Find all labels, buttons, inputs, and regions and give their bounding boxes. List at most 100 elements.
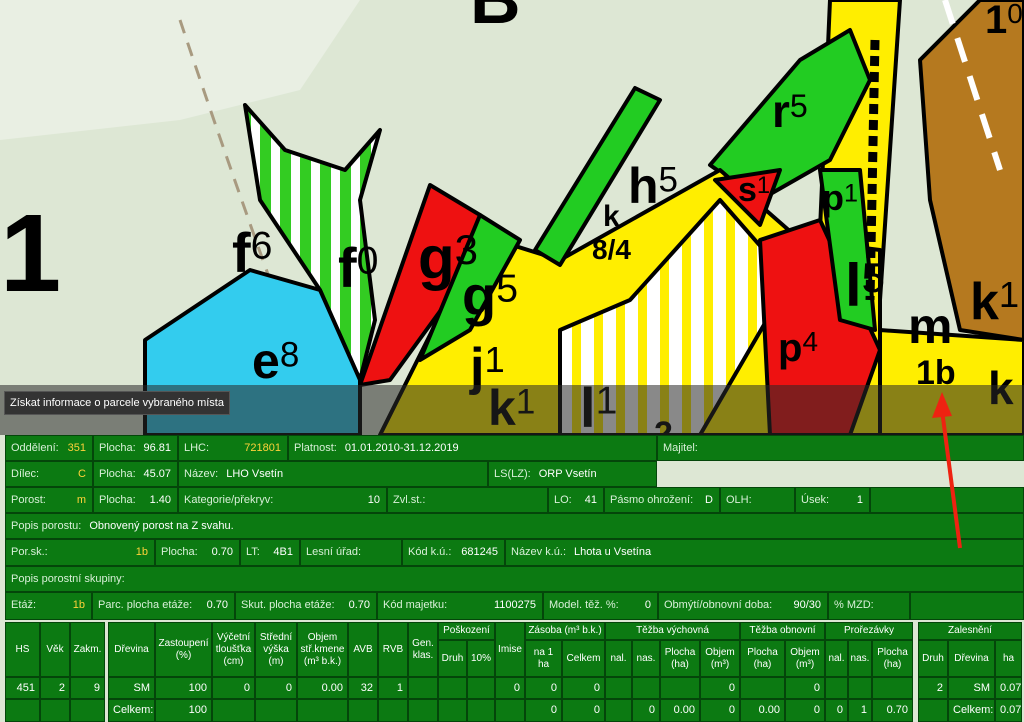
column-header: Zastoupení (%) bbox=[155, 622, 212, 677]
field-value: 1 bbox=[856, 494, 863, 506]
label-letter: k bbox=[970, 273, 999, 331]
form-field: Lesní úřad: bbox=[300, 539, 402, 566]
label-number: 5 bbox=[862, 254, 885, 301]
form-field: Plocha: 45.07 bbox=[93, 461, 178, 487]
field-value: 01.01.2010-31.12.2019 bbox=[344, 442, 459, 454]
info-button[interactable]: Získat informace o parcele vybraného mís… bbox=[4, 391, 230, 415]
column-group-header: Poškození bbox=[438, 622, 495, 640]
field-value: 351 bbox=[67, 442, 86, 454]
column-header: na 1 ha bbox=[525, 640, 562, 677]
table-cell: 0 bbox=[700, 699, 740, 722]
field-value: 1100275 bbox=[493, 599, 536, 611]
table-cell: 1 bbox=[848, 699, 872, 722]
table-cell: 100 bbox=[155, 699, 212, 722]
field-label: Porost: bbox=[11, 494, 46, 506]
label-letter: f bbox=[338, 236, 357, 299]
column-header: Plocha (ha) bbox=[740, 640, 785, 677]
field-value: 90/30 bbox=[793, 599, 821, 611]
field-label: LS(LZ): bbox=[494, 468, 531, 480]
field-label: Zvl.st.: bbox=[393, 494, 426, 506]
form-field: Por.sk.: 1b bbox=[5, 539, 155, 566]
map-label: j1 bbox=[469, 338, 505, 396]
table-cell: 100 bbox=[155, 677, 212, 699]
label-letter: g bbox=[462, 264, 496, 327]
field-label: Parc. plocha etáže: bbox=[98, 599, 193, 611]
table-cell: 0.70 bbox=[872, 699, 913, 722]
form-field: LS(LZ): ORP Vsetín bbox=[488, 461, 657, 487]
column-header: Druh bbox=[918, 640, 948, 677]
field-label: LHC: bbox=[184, 442, 210, 454]
field-label: LT: bbox=[246, 546, 260, 558]
label-letter: e bbox=[252, 333, 280, 389]
field-label: OLH: bbox=[726, 494, 752, 506]
column-header: nas. bbox=[848, 640, 872, 677]
field-value: 4B1 bbox=[273, 546, 293, 558]
column-header: Celkem bbox=[562, 640, 605, 677]
table-cell bbox=[348, 699, 378, 722]
label-number: 3 bbox=[455, 226, 478, 273]
field-value: 721801 bbox=[244, 442, 281, 454]
table-cell bbox=[408, 677, 438, 699]
column-group-header: Prořezávky bbox=[825, 622, 913, 640]
table-cell: SM bbox=[948, 677, 995, 699]
column-header: Objem (m³) bbox=[700, 640, 740, 677]
table-cell: Celkem: bbox=[108, 699, 155, 722]
label-letter: p bbox=[778, 326, 802, 370]
field-value: ORP Vsetín bbox=[538, 468, 597, 480]
form-field: Název k.ú.: Lhota u Vsetína bbox=[505, 539, 1024, 566]
column-header: HS bbox=[5, 622, 40, 677]
table-cell bbox=[495, 699, 525, 722]
column-header: Gen. klas. bbox=[408, 622, 438, 677]
label-letter: k bbox=[603, 200, 620, 233]
column-header: ha bbox=[995, 640, 1022, 677]
map-label: g3 bbox=[418, 224, 478, 291]
column-header: Výčetní tloušťka (cm) bbox=[212, 622, 255, 677]
table-cell: 0 bbox=[495, 677, 525, 699]
table-cell bbox=[740, 677, 785, 699]
table-cell bbox=[70, 699, 105, 722]
map-label: k bbox=[603, 200, 620, 233]
field-value: 0.70 bbox=[348, 599, 370, 611]
form-field: Model. těž. %: 0 bbox=[543, 592, 658, 620]
table-cell: 2 bbox=[40, 677, 70, 699]
table-cell bbox=[467, 699, 495, 722]
label-letter: j bbox=[469, 338, 484, 396]
label-letter: l bbox=[845, 252, 862, 319]
map-label: l5 bbox=[845, 252, 885, 319]
table-cell: SM bbox=[108, 677, 155, 699]
form-field: LO: 41 bbox=[548, 487, 604, 513]
column-header: RVB bbox=[378, 622, 408, 677]
field-label: Model. těž. %: bbox=[549, 599, 619, 611]
field-label: Název: bbox=[184, 468, 219, 480]
column-header: Objem (m³) bbox=[785, 640, 825, 677]
label-number: 1 bbox=[484, 339, 504, 380]
label-number: 5 bbox=[790, 88, 808, 124]
form-field: Kód k.ú.: 681245 bbox=[402, 539, 505, 566]
table-cell: 0 bbox=[562, 699, 605, 722]
column-header: nal. bbox=[825, 640, 848, 677]
table-cell bbox=[467, 677, 495, 699]
form-field: Popis porostní skupiny: bbox=[5, 566, 1024, 592]
table-cell bbox=[825, 677, 848, 699]
form-field: Název: LHO Vsetín bbox=[178, 461, 488, 487]
label-letter: r bbox=[772, 85, 790, 137]
field-label: Kód k.ú.: bbox=[408, 546, 452, 558]
field-label: Plocha: bbox=[99, 468, 136, 480]
map-label: e8 bbox=[252, 333, 299, 389]
table-cell: 0 bbox=[562, 677, 605, 699]
table-cell: 451 bbox=[5, 677, 40, 699]
label-number: 5 bbox=[496, 268, 518, 311]
table-cell: 9 bbox=[70, 677, 105, 699]
table-cell: Celkem: bbox=[948, 699, 995, 722]
map-label: m bbox=[908, 298, 952, 354]
form-field: Dílec: C bbox=[5, 461, 93, 487]
field-value: 0.70 bbox=[211, 546, 233, 558]
form-field: Kategorie/překryv: 10 bbox=[178, 487, 387, 513]
table-cell: 0 bbox=[255, 677, 297, 699]
table-cell: 32 bbox=[348, 677, 378, 699]
table-cell bbox=[255, 699, 297, 722]
column-header: 10% bbox=[467, 640, 495, 677]
table-cell: 0 bbox=[785, 677, 825, 699]
map-label: 8/4 bbox=[592, 234, 631, 265]
